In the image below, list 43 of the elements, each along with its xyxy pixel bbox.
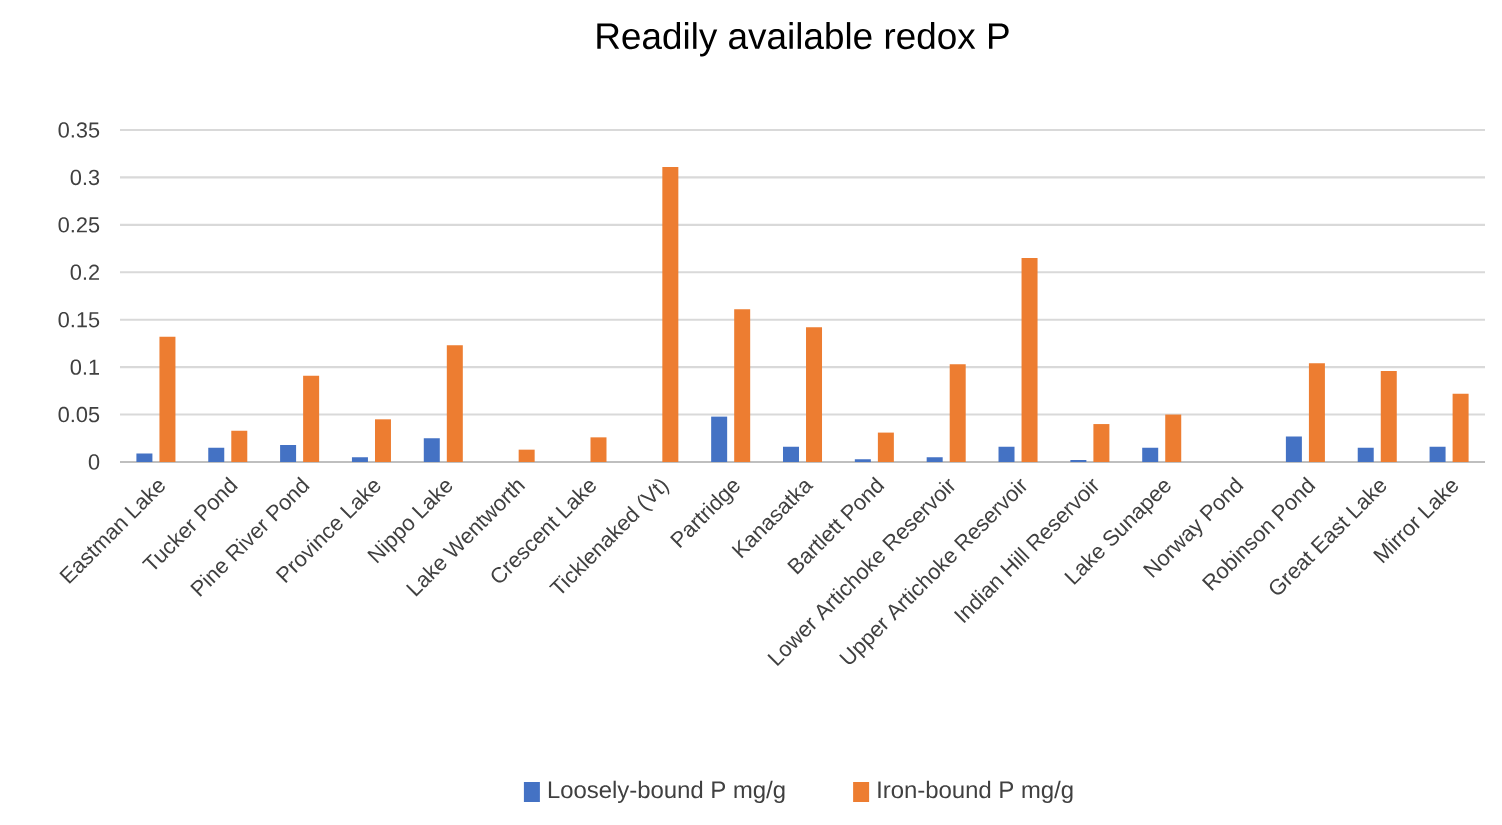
bar	[1285, 436, 1302, 462]
y-tick-label: 0	[88, 454, 100, 470]
y-tick-label: 0.35	[58, 122, 100, 138]
bar	[711, 416, 728, 462]
bar	[590, 437, 607, 462]
y-tick-label: 0.3	[70, 169, 100, 186]
bar	[806, 327, 823, 462]
bar	[303, 375, 320, 462]
bar	[877, 432, 894, 462]
bar	[159, 336, 176, 462]
bar	[949, 364, 966, 462]
bar	[1357, 447, 1374, 462]
legend-label: Iron-bound P mg/g	[878, 780, 1073, 803]
legend-label: Loosely-bound P mg/g	[548, 780, 785, 803]
bar	[998, 446, 1015, 462]
bar	[136, 453, 153, 462]
y-tick-label: 0.05	[58, 406, 100, 423]
bar	[423, 438, 440, 462]
bar	[1165, 414, 1182, 462]
y-tick-label: 0.15	[58, 312, 100, 328]
bar	[926, 457, 943, 462]
bar	[208, 447, 225, 462]
bar	[782, 446, 799, 462]
bar	[1308, 363, 1325, 462]
bar	[1429, 446, 1446, 462]
y-tick-label: 0.25	[58, 217, 100, 233]
bar	[351, 457, 368, 462]
bar	[518, 449, 535, 462]
bar	[1093, 424, 1110, 462]
bar	[1021, 258, 1038, 462]
y-tick-label: 0.1	[70, 359, 99, 375]
bar	[231, 430, 248, 462]
y-tick-label: 0.2	[70, 264, 99, 281]
chart-title: Readily available redox P	[597, 22, 1009, 57]
bar	[854, 459, 871, 462]
bar	[374, 419, 391, 462]
bar	[1380, 370, 1397, 462]
bar	[734, 309, 751, 462]
bar	[662, 166, 679, 462]
bar	[280, 444, 297, 462]
bar	[1452, 393, 1469, 462]
bar	[1142, 447, 1159, 462]
bar	[446, 345, 463, 462]
